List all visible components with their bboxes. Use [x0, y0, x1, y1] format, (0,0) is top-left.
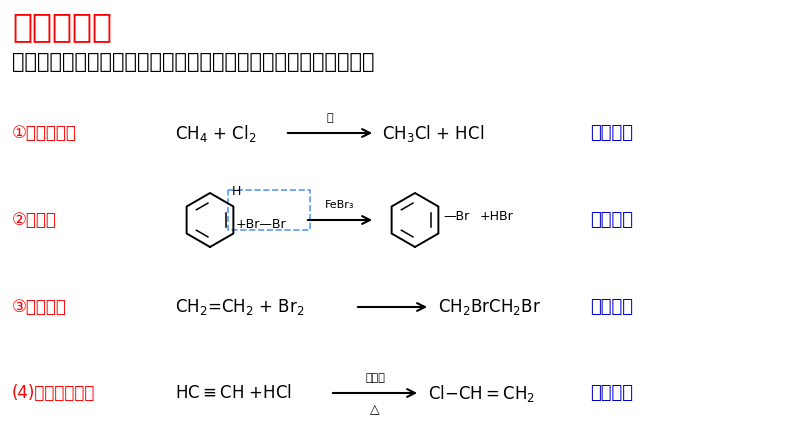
Text: ①甲烷和氯气: ①甲烷和氯气: [12, 124, 77, 142]
Text: CH$_3$Cl + HCl: CH$_3$Cl + HCl: [382, 122, 484, 143]
Text: 催化剂: 催化剂: [365, 373, 385, 383]
Text: —Br: —Br: [443, 211, 469, 224]
Text: (4)乙炔和氯化氢: (4)乙炔和氯化氢: [12, 384, 95, 402]
Text: 取代反应: 取代反应: [590, 211, 633, 229]
Text: CH$_2$=CH$_2$ + Br$_2$: CH$_2$=CH$_2$ + Br$_2$: [175, 297, 304, 317]
Text: 加成反应: 加成反应: [590, 298, 633, 316]
Text: 加成反应: 加成反应: [590, 384, 633, 402]
Text: ②苯与溴: ②苯与溴: [12, 211, 57, 229]
Text: ③乙烯和溴: ③乙烯和溴: [12, 298, 67, 316]
Text: HC$\equiv$CH +HCl: HC$\equiv$CH +HCl: [175, 384, 292, 402]
Text: 思考与讨论: 思考与讨论: [12, 10, 112, 43]
Text: FeBr₃: FeBr₃: [326, 200, 355, 210]
Text: CH$_2$BrCH$_2$Br: CH$_2$BrCH$_2$Br: [438, 297, 541, 317]
Text: 取代反应: 取代反应: [590, 124, 633, 142]
Text: +Br—Br: +Br—Br: [236, 219, 287, 232]
Text: H: H: [232, 185, 241, 198]
Text: +HBr: +HBr: [480, 211, 514, 224]
Text: CH$_4$ + Cl$_2$: CH$_4$ + Cl$_2$: [175, 122, 256, 143]
Text: Cl$-$CH$=$CH$_2$: Cl$-$CH$=$CH$_2$: [428, 383, 535, 404]
Bar: [228, 190, 310, 230]
Text: △: △: [370, 403, 380, 416]
Text: 第二章我们学习了烃，想想通过哪些反应可以将烃转化为卤代烃？: 第二章我们学习了烃，想想通过哪些反应可以将烃转化为卤代烃？: [12, 52, 375, 72]
Text: 光: 光: [326, 113, 333, 123]
